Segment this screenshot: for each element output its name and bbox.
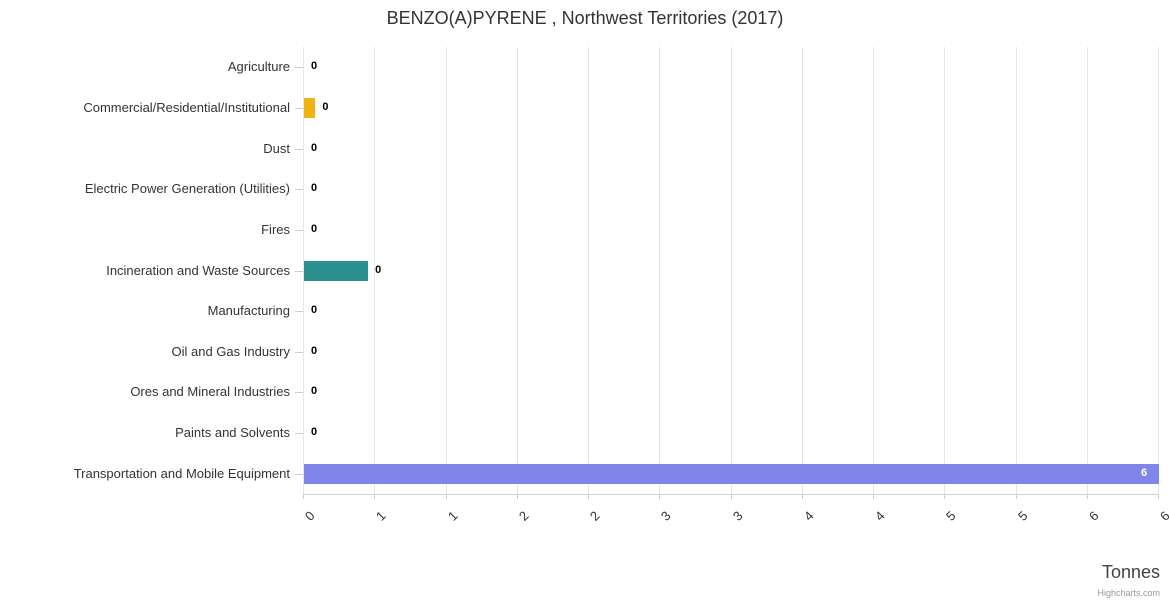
y-axis-tick [295, 189, 303, 191]
category-label: Incineration and Waste Sources [106, 262, 290, 278]
value-label: 0 [311, 344, 318, 357]
x-axis-title: Tonnes [1101, 562, 1160, 582]
x-axis-tick [659, 494, 661, 499]
category-label: Ores and Mineral Industries [130, 384, 290, 400]
x-axis-tick [801, 494, 803, 499]
value-label: 0 [311, 222, 318, 235]
y-axis-tick [295, 433, 303, 435]
category-label: Commercial/Residential/Institutional [83, 99, 290, 115]
x-gridline [801, 47, 803, 494]
bar[interactable] [304, 260, 369, 281]
value-label: 0 [311, 141, 318, 154]
category-label: Agriculture [227, 59, 290, 75]
y-axis-tick [295, 148, 303, 150]
x-axis-tick-label: 5 [943, 508, 959, 524]
y-axis-tick [295, 107, 303, 109]
x-axis-tick [303, 494, 304, 499]
category-label: Manufacturing [207, 303, 290, 319]
bar[interactable] [304, 97, 316, 118]
y-axis-tick [295, 351, 303, 353]
bar[interactable] [304, 463, 1159, 484]
x-axis-tick [445, 494, 447, 499]
value-label: 0 [375, 263, 382, 276]
category-label: Dust [263, 140, 290, 156]
x-gridline [374, 47, 376, 494]
y-axis-tick [295, 67, 303, 69]
x-axis-tick [516, 494, 518, 499]
category-label: Transportation and Mobile Equipment [73, 465, 290, 481]
x-axis-tick-label: 1 [444, 508, 461, 524]
x-axis-tick-label: 0 [301, 508, 318, 524]
x-axis-tick [588, 494, 589, 499]
x-axis-tick-label: 5 [1014, 508, 1031, 524]
value-label: 0 [311, 304, 318, 317]
x-gridline [588, 47, 589, 494]
x-axis-tick [1015, 494, 1017, 499]
category-label: Electric Power Generation (Utilities) [84, 181, 290, 197]
category-label: Oil and Gas Industry [171, 343, 291, 359]
x-axis-tick [730, 494, 732, 499]
value-label: 0 [311, 426, 318, 439]
x-gridline [944, 47, 946, 494]
x-gridline [659, 47, 661, 494]
value-label: 0 [322, 100, 329, 113]
x-axis-tick-label: 2 [586, 508, 603, 524]
y-axis-tick [295, 270, 303, 272]
highcharts-credits[interactable]: Highcharts.com [1097, 588, 1160, 598]
x-axis-tick [1158, 494, 1159, 499]
x-gridline [1086, 47, 1088, 494]
x-gridline [1015, 47, 1017, 494]
x-axis-tick-label: 3 [658, 508, 674, 524]
value-label: 0 [311, 60, 318, 73]
x-axis-tick [873, 494, 874, 499]
x-axis-tick [944, 494, 946, 499]
x-gridline [1158, 47, 1159, 494]
x-axis-tick [374, 494, 376, 499]
x-axis-tick-label: 6 [1085, 508, 1102, 524]
x-axis-tick-label: 3 [729, 508, 746, 524]
x-axis-tick-label: 4 [871, 508, 888, 524]
x-gridline [445, 47, 447, 494]
category-label: Paints and Solvents [175, 425, 290, 441]
x-axis-line [303, 494, 1158, 495]
value-label: 6 [1141, 466, 1148, 479]
x-axis-tick-label: 6 [1156, 508, 1170, 524]
value-label: 0 [311, 182, 318, 195]
y-axis-tick [295, 229, 303, 231]
y-axis-tick [295, 473, 303, 475]
x-axis-tick [1086, 494, 1088, 499]
x-axis-tick-label: 4 [800, 508, 817, 524]
x-gridline [303, 47, 304, 494]
x-gridline [730, 47, 732, 494]
y-axis-tick [295, 392, 303, 394]
x-axis-tick-label: 2 [515, 508, 532, 524]
chart-title: BENZO(A)PYRENE , Northwest Territories (… [386, 8, 784, 28]
x-gridline [516, 47, 518, 494]
category-label: Fires [261, 221, 290, 237]
value-label: 0 [311, 385, 318, 398]
x-axis-tick-label: 1 [373, 508, 389, 524]
y-axis-tick [295, 311, 303, 313]
x-gridline [873, 47, 874, 494]
